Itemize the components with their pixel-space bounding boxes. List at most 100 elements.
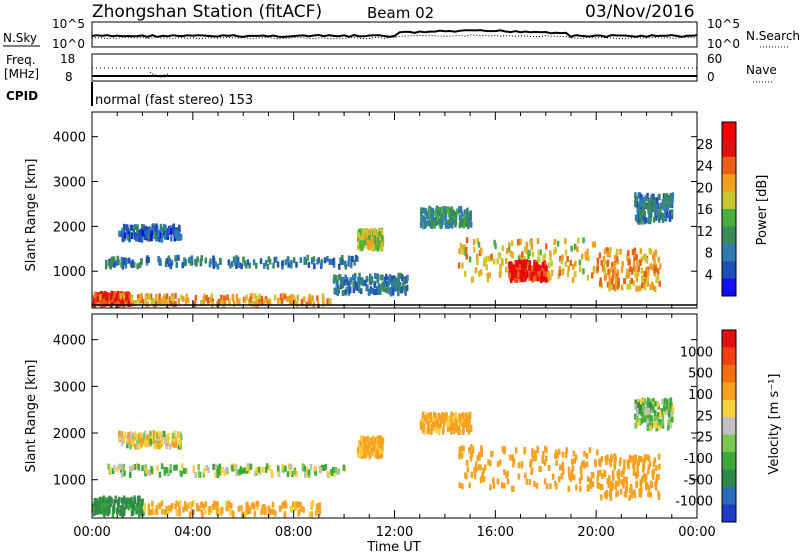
echo-cell bbox=[303, 259, 306, 266]
echo-cell bbox=[235, 293, 239, 300]
velocity-ylabel: Slant Range [km] bbox=[24, 360, 39, 473]
echo-cell bbox=[652, 200, 656, 207]
echo-cell bbox=[235, 256, 239, 263]
echo-cell bbox=[116, 290, 120, 297]
echo-cell bbox=[149, 438, 152, 445]
echo-cell bbox=[116, 466, 119, 473]
echo-cell bbox=[360, 233, 363, 240]
echo-cell bbox=[194, 294, 198, 301]
echo-cell bbox=[547, 270, 550, 277]
echo-cell bbox=[108, 505, 111, 512]
echo-cell bbox=[428, 211, 431, 218]
echo-cell bbox=[508, 454, 512, 461]
echo-cell bbox=[430, 207, 433, 214]
echo-cell bbox=[144, 464, 147, 471]
colorbar-tick-label: -25 bbox=[692, 431, 713, 446]
echo-cell bbox=[483, 464, 487, 471]
echo-cell bbox=[275, 256, 278, 263]
echo-cell bbox=[545, 243, 548, 250]
echo-cell bbox=[467, 428, 471, 435]
echo-cell bbox=[599, 280, 602, 287]
echo-cell bbox=[421, 425, 425, 432]
echo-cell bbox=[320, 261, 323, 268]
echo-cell bbox=[202, 296, 206, 302]
echo-cell bbox=[226, 294, 229, 301]
echo-cell bbox=[599, 277, 602, 284]
echo-cell bbox=[440, 207, 444, 213]
freq-right-tick-top: 60 bbox=[707, 52, 722, 66]
echo-cell bbox=[634, 192, 637, 199]
echo-cell bbox=[602, 264, 606, 271]
echo-cell bbox=[130, 233, 133, 239]
echo-cell bbox=[359, 240, 362, 247]
echo-cell bbox=[108, 260, 111, 267]
echo-cell bbox=[165, 505, 168, 512]
echo-cell bbox=[137, 463, 140, 470]
echo-cell bbox=[473, 468, 477, 475]
echo-cell bbox=[129, 443, 132, 450]
echo-cell bbox=[326, 298, 329, 305]
echo-cell bbox=[540, 276, 543, 283]
echo-cell bbox=[230, 502, 233, 509]
echo-cell bbox=[178, 224, 181, 231]
echo-cell bbox=[537, 256, 540, 263]
echo-cell bbox=[537, 249, 540, 256]
echo-cell bbox=[310, 257, 314, 264]
echo-cell bbox=[287, 257, 290, 264]
echo-cell bbox=[634, 455, 637, 462]
echo-cell bbox=[454, 411, 457, 418]
echo-cell bbox=[170, 228, 173, 234]
echo-cell bbox=[429, 428, 432, 435]
echo-cell bbox=[520, 462, 523, 469]
echo-cell bbox=[640, 487, 643, 494]
echo-cell bbox=[370, 237, 373, 244]
echo-cell bbox=[554, 453, 557, 460]
echo-cell bbox=[585, 453, 589, 459]
echo-cell bbox=[390, 281, 394, 288]
echo-cell bbox=[610, 278, 614, 285]
echo-cell bbox=[637, 459, 640, 466]
echo-cell bbox=[289, 296, 292, 303]
echo-cell bbox=[197, 464, 200, 470]
echo-cell bbox=[505, 266, 508, 273]
echo-cell bbox=[255, 295, 258, 302]
echo-cell bbox=[423, 207, 426, 214]
echo-cell bbox=[467, 221, 470, 227]
echo-cell bbox=[148, 508, 151, 515]
colorbar-tick-label: 4 bbox=[705, 268, 713, 283]
echo-cell bbox=[188, 511, 192, 518]
echo-cell bbox=[523, 260, 526, 267]
echo-cell bbox=[268, 299, 272, 306]
echo-cell bbox=[668, 194, 671, 201]
echo-cell bbox=[150, 230, 153, 237]
echo-cell bbox=[308, 511, 312, 518]
echo-cell bbox=[670, 209, 674, 216]
echo-cell bbox=[162, 299, 165, 306]
echo-cell bbox=[636, 465, 639, 472]
echo-cell bbox=[255, 500, 259, 507]
echo-cell bbox=[358, 286, 361, 293]
echo-cell bbox=[515, 447, 518, 454]
echo-cell bbox=[175, 509, 179, 516]
echo-cell bbox=[649, 402, 652, 408]
echo-cell bbox=[395, 285, 398, 292]
echo-cell bbox=[305, 466, 309, 473]
echo-cell bbox=[154, 225, 157, 232]
echo-cell bbox=[650, 281, 654, 288]
echo-cell bbox=[366, 444, 370, 451]
echo-cell bbox=[385, 287, 388, 294]
echo-cell bbox=[612, 475, 615, 481]
echo-cell bbox=[344, 260, 347, 267]
echo-cell bbox=[468, 256, 472, 263]
echo-cell bbox=[622, 468, 625, 475]
echo-cell bbox=[360, 435, 363, 442]
echo-cell bbox=[310, 501, 313, 508]
echo-cell bbox=[181, 262, 184, 269]
echo-cell bbox=[469, 213, 472, 220]
echo-cell bbox=[529, 460, 532, 467]
echo-cell bbox=[635, 196, 639, 202]
echo-cell bbox=[549, 250, 552, 257]
echo-cell bbox=[627, 272, 631, 279]
echo-cell bbox=[639, 482, 643, 489]
echo-cell bbox=[454, 418, 457, 425]
